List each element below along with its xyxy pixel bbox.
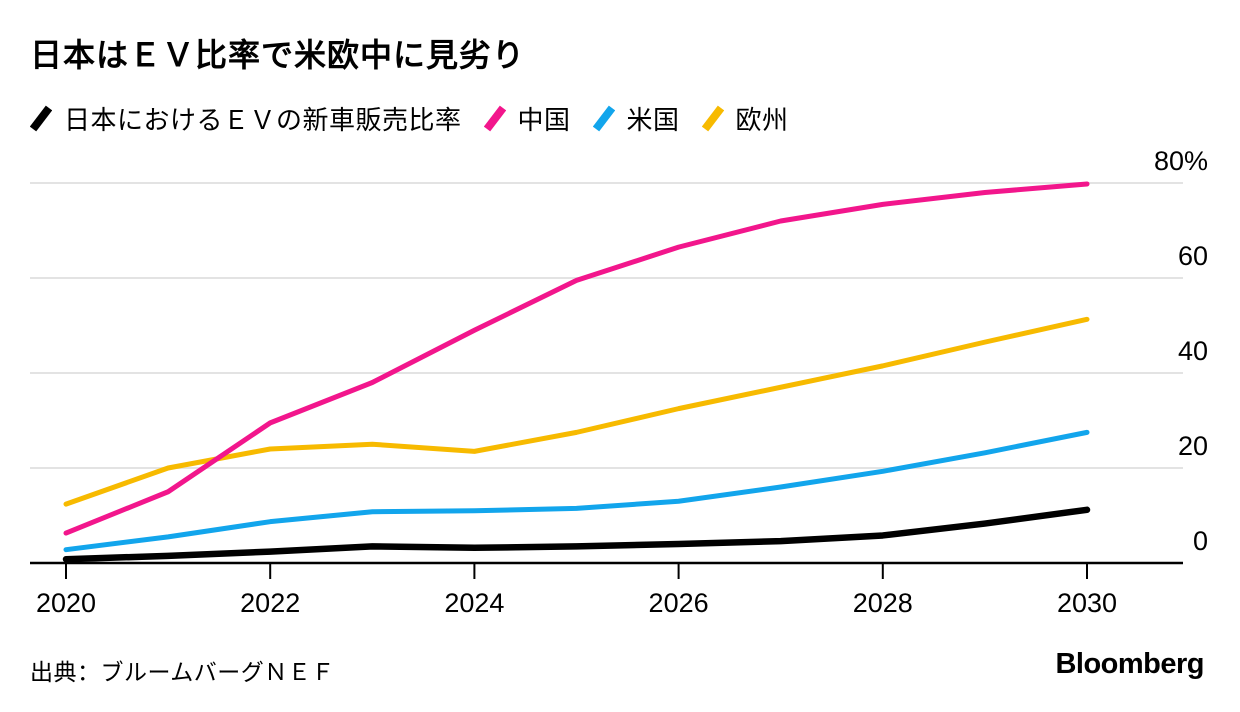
x-axis-label-2028: 2028 bbox=[853, 588, 913, 618]
legend-label-japan: 日本におけるＥＶの新車販売比率 bbox=[64, 105, 462, 135]
y-axis-label-20: 20 bbox=[1178, 431, 1208, 461]
x-axis-label-2030: 2030 bbox=[1057, 588, 1117, 618]
source-note: 出典：ブルームバーグＮＥＦ bbox=[30, 659, 335, 685]
x-axis-label-2022: 2022 bbox=[240, 588, 300, 618]
bloomberg-logo: Bloomberg bbox=[1055, 648, 1204, 680]
china-line-swatch-icon bbox=[483, 105, 506, 132]
us-line-swatch-icon bbox=[592, 105, 615, 132]
legend-item-japan: 日本におけるＥＶの新車販売比率 bbox=[30, 100, 462, 137]
chart-legend: 日本におけるＥＶの新車販売比率 中国 米国 欧州 bbox=[30, 100, 789, 137]
x-axis-label-2026: 2026 bbox=[649, 588, 709, 618]
legend-label-us: 米国 bbox=[626, 105, 680, 135]
y-axis-label-80: 80% bbox=[1154, 146, 1208, 176]
legend-label-europe: 欧州 bbox=[735, 105, 789, 135]
legend-label-china: 中国 bbox=[517, 105, 571, 135]
line-europe bbox=[63, 316, 1090, 507]
y-axis-label-60: 60 bbox=[1178, 241, 1208, 271]
legend-item-china: 中国 bbox=[483, 100, 571, 137]
line-us bbox=[63, 429, 1090, 553]
legend-item-europe: 欧州 bbox=[701, 100, 789, 137]
europe-line-swatch-icon bbox=[701, 105, 724, 132]
y-axis-label-0: 0 bbox=[1193, 526, 1208, 556]
y-axis-label-40: 40 bbox=[1178, 336, 1208, 366]
japan-line-swatch-icon bbox=[30, 105, 52, 132]
x-axis-label-2020: 2020 bbox=[36, 588, 96, 618]
line-china bbox=[63, 181, 1090, 536]
line-japan bbox=[62, 506, 1091, 563]
x-axis-label-2024: 2024 bbox=[444, 588, 504, 618]
page-title: 日本はＥＶ比率で米欧中に見劣り bbox=[30, 37, 526, 73]
legend-item-us: 米国 bbox=[592, 100, 680, 137]
